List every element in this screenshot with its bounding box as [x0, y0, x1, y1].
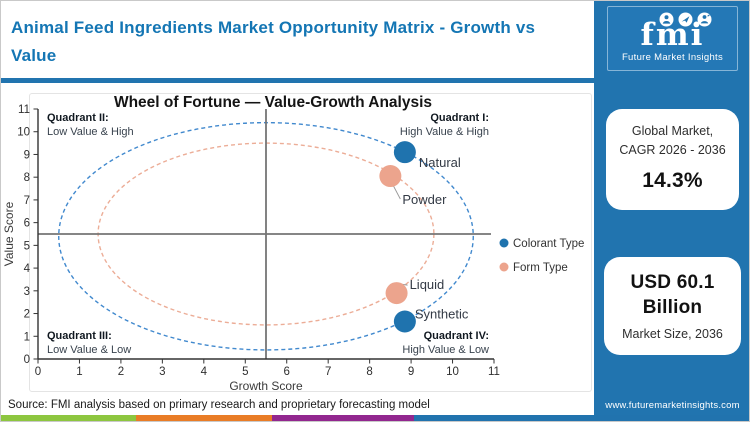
quadrant-subtitle: High Value & Low	[402, 344, 489, 356]
y-tick-label: 7	[24, 195, 30, 207]
sidebar: fmi Future Market Insights Global Market…	[594, 1, 749, 421]
header: Animal Feed Ingredients Market Opportuni…	[1, 1, 594, 83]
x-axis-label: Growth Score	[229, 379, 303, 393]
x-tick-label: 11	[488, 366, 500, 378]
market-size-card: USD 60.1 Billion Market Size, 2036	[604, 257, 741, 355]
x-tick-label: 9	[408, 366, 414, 378]
point-label-liquid: Liquid	[410, 277, 445, 292]
quadrant-title: Quadrant IV:	[424, 330, 489, 342]
footer-stripe-2	[272, 415, 414, 421]
quadrant-title: Quadrant I:	[430, 112, 489, 124]
y-tick-label: 9	[24, 149, 30, 161]
footer-stripe-0	[1, 415, 136, 421]
source-note: Source: FMI analysis based on primary re…	[1, 394, 594, 417]
x-tick-label: 8	[366, 366, 372, 378]
cagr-card: Global Market, CAGR 2026 - 2036 14.3%	[606, 109, 739, 211]
logo-tagline: Future Market Insights	[621, 52, 724, 64]
person-icon	[659, 12, 674, 27]
point-liquid	[385, 282, 408, 305]
point-label-synthetic: Synthetic	[415, 307, 469, 322]
x-tick-label: 7	[325, 366, 331, 378]
quadrant-subtitle: Low Value & High	[47, 126, 134, 138]
x-tick-label: 10	[446, 366, 459, 378]
wheel-of-fortune-chart: Wheel of Fortune — Value-Growth Analysis…	[2, 94, 584, 393]
person-wave-icon	[697, 12, 712, 27]
y-tick-label: 4	[24, 263, 31, 275]
quadrant-subtitle: Low Value & Low	[47, 344, 131, 356]
x-tick-label: 4	[201, 366, 208, 378]
y-axis-label: Value Score	[2, 201, 16, 266]
page-title: Animal Feed Ingredients Market Opportuni…	[11, 18, 536, 65]
point-label-natural: Natural	[419, 155, 461, 170]
y-tick-label: 3	[24, 286, 30, 298]
x-tick-label: 0	[35, 366, 41, 378]
paper-plane-icon	[678, 12, 693, 27]
quadrant-subtitle: High Value & High	[400, 126, 489, 138]
cagr-card-line2: CAGR 2026 - 2036	[619, 142, 726, 157]
y-tick-label: 10	[17, 127, 30, 139]
point-natural	[393, 141, 416, 164]
market-size-label: Market Size, 2036	[622, 326, 723, 341]
market-size-value: USD 60.1 Billion	[630, 272, 715, 318]
chart-card	[29, 93, 592, 392]
legend-swatch-1	[499, 262, 509, 272]
legend-label-0: Colorant Type	[513, 238, 584, 250]
footer-stripe-3	[414, 415, 749, 421]
x-tick-label: 2	[118, 366, 124, 378]
footer-stripes	[1, 415, 749, 421]
quadrant-title: Quadrant III:	[47, 330, 112, 342]
legend-label-1: Form Type	[513, 262, 568, 274]
x-tick-label: 1	[76, 366, 82, 378]
x-tick-label: 3	[159, 366, 165, 378]
y-tick-label: 2	[24, 309, 30, 321]
y-tick-label: 8	[24, 172, 30, 184]
footer-stripe-1	[136, 415, 272, 421]
x-tick-label: 6	[284, 366, 290, 378]
logo-brand: fmi	[640, 17, 705, 53]
chart-title: Wheel of Fortune — Value-Growth Analysis	[114, 94, 432, 111]
point-powder	[379, 165, 402, 188]
legend-swatch-0	[499, 238, 509, 248]
cagr-card-line1: Global Market,	[631, 124, 714, 139]
point-label-powder: Powder	[402, 192, 447, 207]
point-synthetic	[393, 310, 416, 333]
y-tick-label: 1	[24, 331, 30, 343]
header-divider	[1, 78, 594, 83]
fmi-logo: fmi Future Market Insights	[607, 6, 738, 72]
y-tick-label: 6	[24, 218, 30, 230]
y-tick-label: 11	[18, 104, 30, 116]
x-tick-label: 5	[242, 366, 248, 378]
cagr-value: 14.3%	[642, 168, 703, 192]
logo-icons	[608, 12, 737, 27]
y-tick-label: 5	[24, 240, 30, 252]
y-tick-label: 0	[24, 354, 30, 366]
website-link[interactable]: www.futuremarketinsights.com	[605, 400, 740, 411]
quadrant-title: Quadrant II:	[47, 112, 109, 124]
